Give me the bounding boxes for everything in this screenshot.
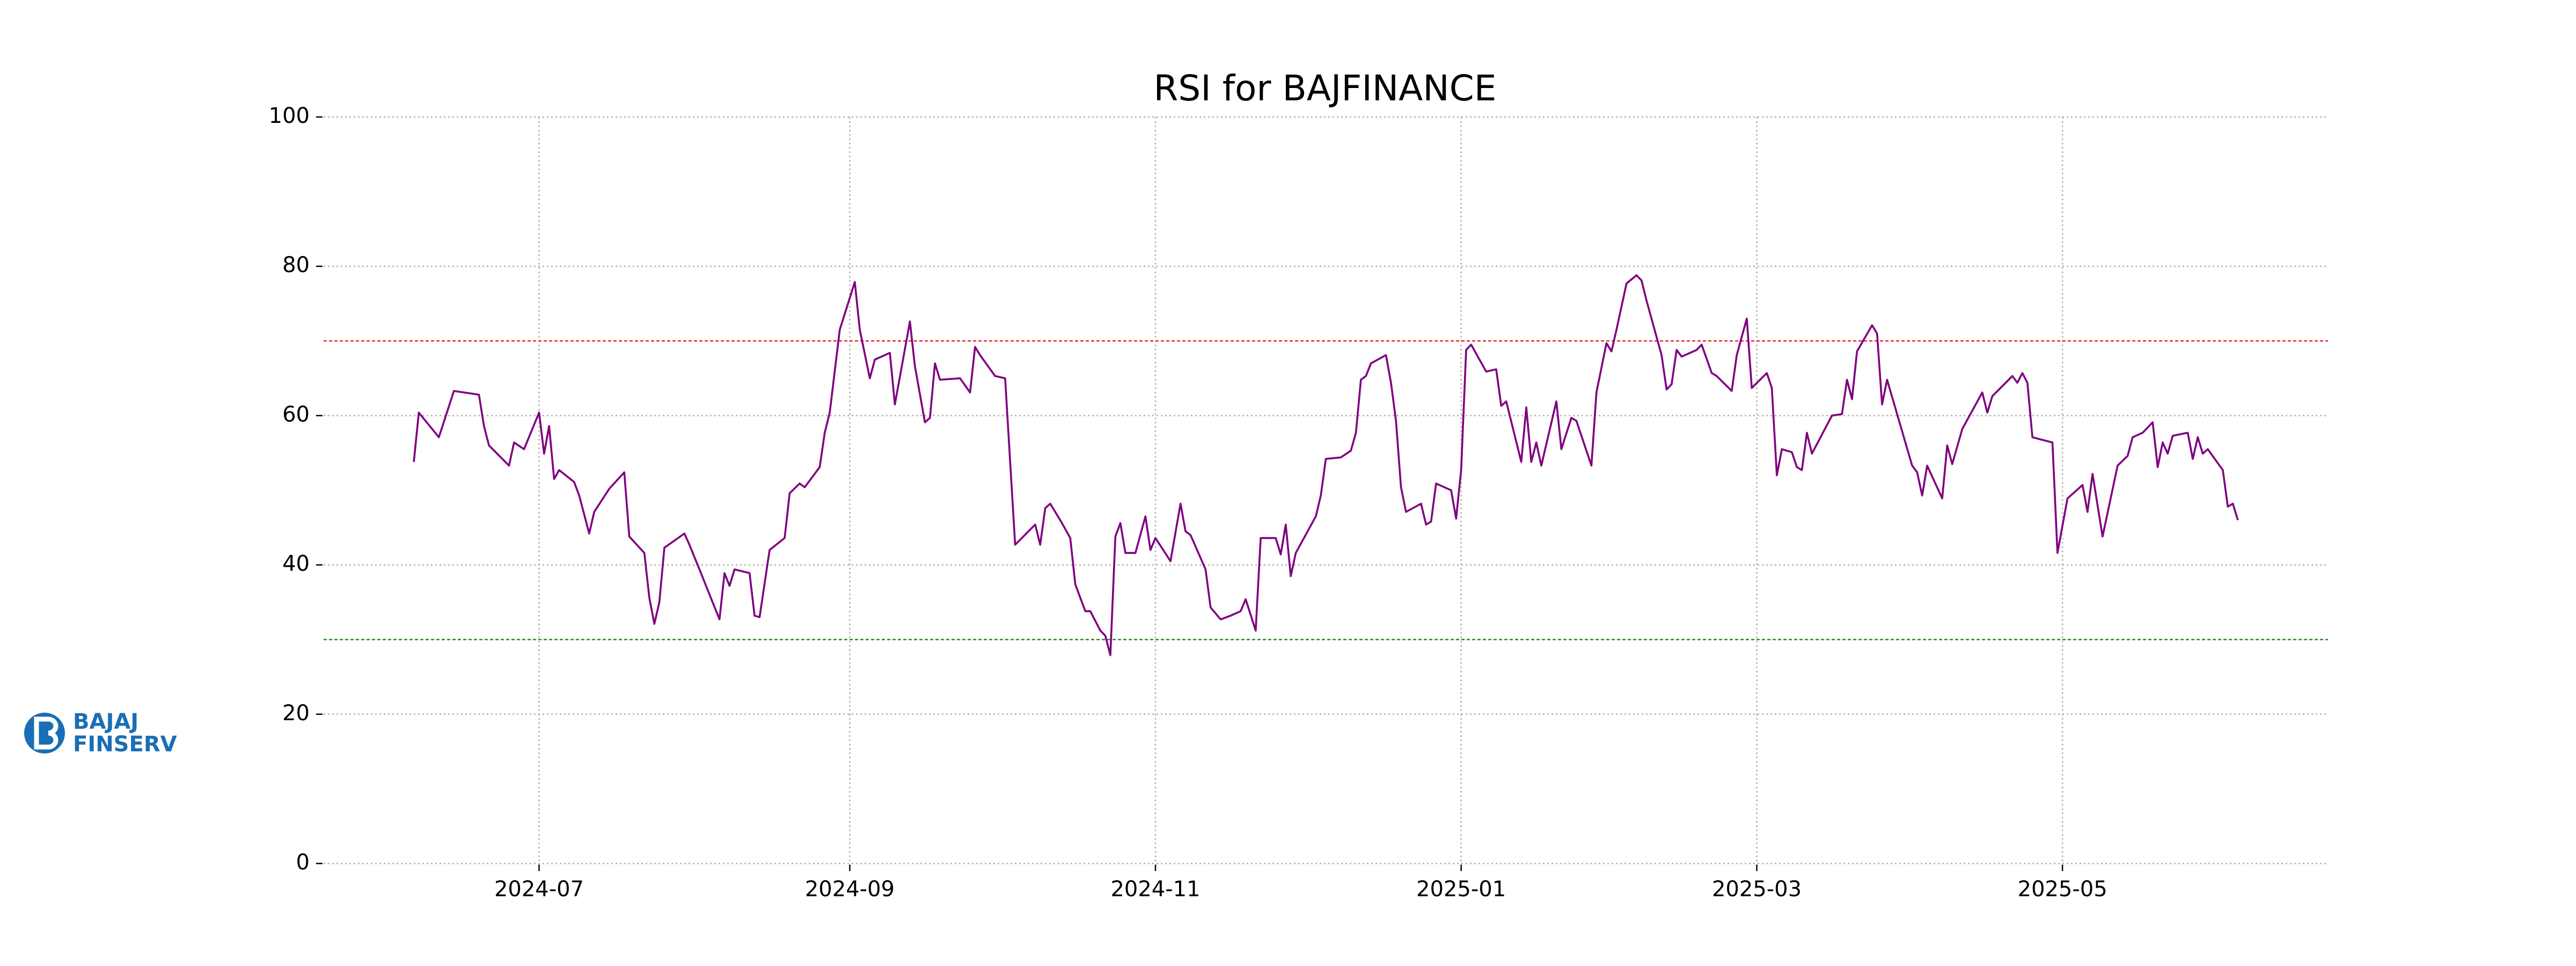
x-tick-label: 2024-09 [805,877,895,902]
rsi-line [413,274,2239,656]
y-tick-label: 0 [296,850,310,875]
logo-text: FINSERV [73,732,177,757]
logo: BAJAJ FINSERV [24,709,177,757]
y-tick-label: 20 [282,701,310,726]
x-tick-label: 2025-05 [2018,877,2107,902]
x-tick-label: 2024-11 [1110,877,1200,902]
x-tick-label: 2025-03 [1712,877,1802,902]
x-tick-label: 2025-01 [1416,877,1506,902]
chart-title: RSI for BAJFINANCE [1154,68,1497,109]
y-tick-label: 80 [282,253,310,277]
y-tick-label: 60 [282,402,310,427]
x-tick-label: 2024-07 [494,877,584,902]
y-tick-label: 100 [269,104,310,128]
logo-glyph [34,716,58,750]
y-tick-label: 40 [282,552,310,576]
logo-text: BAJAJ [73,709,138,734]
